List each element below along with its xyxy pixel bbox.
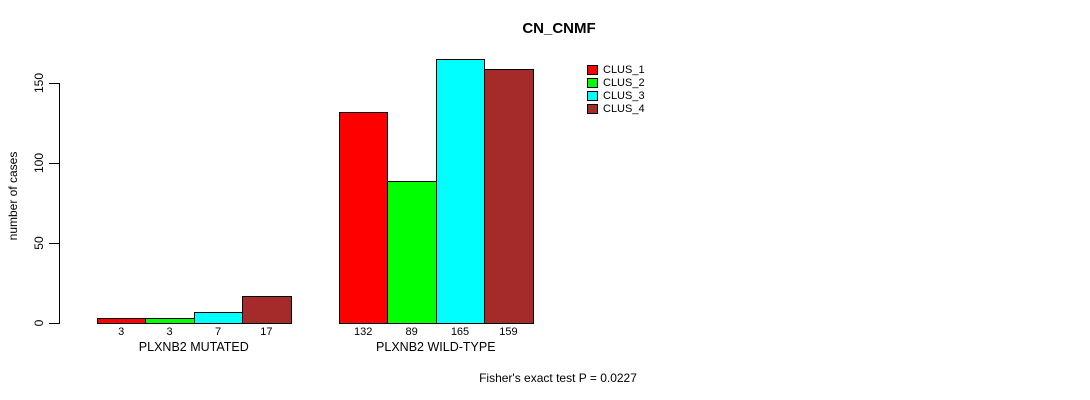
legend-item-clus_3: CLUS_3	[587, 90, 645, 103]
category-label: PLXNB2 MUTATED	[138, 340, 249, 354]
legend-label: CLUS_2	[603, 76, 645, 89]
y-axis-line	[59, 83, 60, 324]
bar-clus_1-group2	[339, 111, 389, 324]
legend-swatch-icon	[587, 78, 598, 89]
y-tick	[49, 163, 59, 164]
annotation-text: Fisher's exact test P = 0.0227	[479, 371, 637, 385]
bar-clus_4-group1	[242, 295, 292, 324]
bar-clus_4-group2	[484, 68, 534, 324]
legend-item-clus_1: CLUS_1	[587, 64, 645, 77]
legend-label: CLUS_1	[603, 63, 645, 76]
legend-swatch-icon	[587, 104, 598, 115]
bar-value-label: 3	[118, 326, 125, 338]
bar-value-label: 165	[450, 326, 470, 338]
legend-item-clus_2: CLUS_2	[587, 77, 645, 90]
y-tick-label: 100	[32, 152, 46, 174]
y-tick	[49, 243, 59, 244]
y-tick-label: 0	[32, 319, 46, 327]
legend-label: CLUS_3	[603, 89, 645, 102]
bar-value-label: 89	[405, 326, 418, 338]
category-label: PLXNB2 WILD-TYPE	[376, 340, 496, 354]
y-axis-label: number of cases	[6, 151, 20, 241]
bar-value-label: 17	[260, 326, 273, 338]
bar-clus_1-group1	[97, 318, 147, 324]
bar-clus_3-group2	[435, 59, 486, 324]
bar-clus_3-group1	[193, 311, 244, 324]
y-tick	[49, 83, 59, 84]
legend-label: CLUS_4	[603, 102, 645, 115]
bar-value-label: 159	[499, 326, 518, 338]
legend-item-clus_4: CLUS_4	[587, 103, 645, 116]
bar-value-label: 3	[166, 326, 173, 338]
bar-value-label: 132	[354, 326, 373, 338]
chart-title: CN_CNMF	[522, 20, 596, 37]
bar-clus_2-group1	[145, 318, 195, 324]
y-tick-label: 150	[32, 72, 46, 94]
y-tick-label: 50	[32, 236, 46, 250]
bar-value-label: 7	[214, 326, 222, 338]
legend: CLUS_1 CLUS_2 CLUS_3 CLUS_4	[587, 64, 645, 116]
y-tick	[49, 323, 59, 324]
legend-swatch-icon	[587, 65, 598, 76]
bar-clus_2-group2	[387, 180, 437, 324]
legend-swatch-icon	[587, 91, 598, 102]
